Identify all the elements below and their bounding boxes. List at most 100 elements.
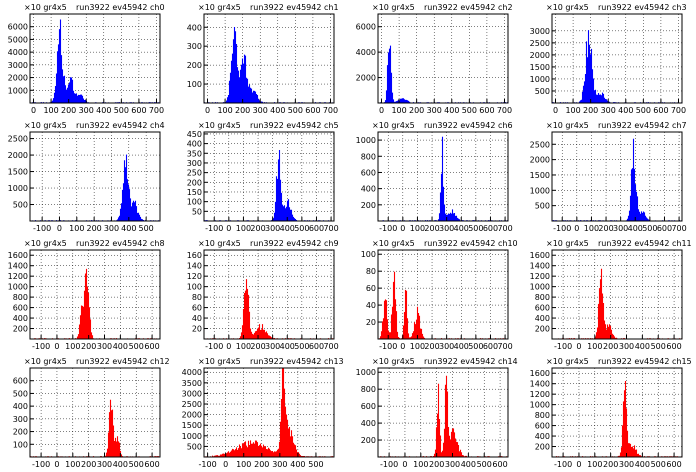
panel-prefix: ×10 gr4x5 bbox=[198, 239, 241, 248]
x-tick-label: 700 bbox=[497, 342, 512, 351]
y-tick-label: 400 bbox=[361, 185, 376, 194]
y-tick-label: 4000 bbox=[182, 368, 202, 377]
y-tick-label: 250 bbox=[187, 169, 202, 178]
x-tick-label: 0 bbox=[553, 106, 558, 115]
x-tick-label: 700 bbox=[671, 106, 686, 115]
panel-title: run3922 ev45942 ch15 bbox=[598, 357, 692, 366]
x-tick-label: -100 bbox=[32, 342, 50, 351]
plot-frame bbox=[551, 367, 683, 458]
y-tick-label: 600 bbox=[361, 168, 376, 177]
x-tick-label: 100 bbox=[236, 342, 251, 351]
panel-title: run3922 ev45942 ch6 bbox=[424, 121, 513, 130]
x-tick-label: 600 bbox=[492, 460, 507, 469]
x-tick-label: 400 bbox=[618, 106, 633, 115]
x-tick-label: 100 bbox=[391, 106, 406, 115]
x-tick-label: 600 bbox=[144, 342, 159, 351]
x-tick-label: 300 bbox=[427, 106, 442, 115]
x-tick-label: 200 bbox=[424, 224, 439, 233]
y-tick-label: 4000 bbox=[356, 48, 376, 57]
x-tick-label: 200 bbox=[254, 460, 269, 469]
x-tick-label: 500 bbox=[651, 460, 666, 469]
y-tick-label: 200 bbox=[361, 436, 376, 445]
panel-title: run3922 ev45942 ch1 bbox=[250, 3, 339, 12]
panel-ch4: -100 0 100 200 300 400 5005001000150020002500×… bbox=[8, 121, 165, 233]
plot-frame bbox=[377, 249, 509, 340]
x-tick-label: 400 bbox=[628, 224, 643, 233]
x-tick-label: 300 bbox=[445, 460, 460, 469]
x-tick-label: 0 bbox=[576, 460, 581, 469]
y-tick-label: 1000 bbox=[530, 75, 550, 84]
signal-bars bbox=[29, 399, 161, 457]
x-tick-label: 200 bbox=[86, 224, 101, 233]
signal-bars bbox=[377, 45, 509, 103]
y-tick-label: 600 bbox=[535, 304, 550, 313]
x-tick-label: 200 bbox=[429, 460, 444, 469]
x-tick-label: 500 bbox=[468, 224, 483, 233]
y-tick-label: 1000 bbox=[356, 136, 376, 145]
y-tick-label: 5000 bbox=[8, 35, 28, 44]
x-tick-label: 600 bbox=[309, 224, 324, 233]
y-tick-label: 800 bbox=[13, 293, 28, 302]
y-tick-label: 2500 bbox=[530, 39, 550, 48]
panel-prefix: ×10 gr4x5 bbox=[372, 357, 415, 366]
x-tick-label: 100 bbox=[587, 342, 602, 351]
x-tick-label: 600 bbox=[479, 106, 494, 115]
x-tick-label: 100 bbox=[565, 106, 580, 115]
panel-ch10: -100 0 100 200 300 400 500 600 70020406080100×10… bbox=[361, 239, 518, 351]
x-tick-label: 500 bbox=[651, 342, 666, 351]
x-tick-label: 700 bbox=[323, 224, 338, 233]
x-tick-label: 600 bbox=[666, 460, 681, 469]
y-tick-label: 1500 bbox=[182, 421, 202, 430]
x-tick-label: 400 bbox=[96, 106, 111, 115]
y-tick-label: 60 bbox=[192, 304, 202, 313]
panel-prefix: ×10 gr4x5 bbox=[24, 3, 67, 12]
panel-ch12: -100 0 100 200 300 400 500 60010020030040050060… bbox=[13, 357, 170, 469]
x-tick-label: 300 bbox=[619, 460, 634, 469]
y-tick-label: 100 bbox=[187, 198, 202, 207]
panel-title: run3922 ev45942 ch2 bbox=[424, 3, 513, 12]
y-tick-label: 2000 bbox=[8, 74, 28, 83]
x-tick-label: 200 bbox=[603, 460, 618, 469]
signal-bars bbox=[377, 271, 509, 339]
signal-bars bbox=[551, 268, 683, 339]
x-tick-label: 200 bbox=[235, 106, 250, 115]
y-tick-label: 100 bbox=[187, 80, 202, 89]
x-tick-label: 100 bbox=[65, 342, 80, 351]
y-tick-label: 100 bbox=[187, 283, 202, 292]
y-tick-label: 150 bbox=[187, 188, 202, 197]
y-tick-label: 300 bbox=[187, 159, 202, 168]
x-tick-label: 500 bbox=[114, 106, 129, 115]
x-tick-label: 400 bbox=[113, 460, 128, 469]
x-tick-label: 400 bbox=[454, 342, 469, 351]
y-tick-label: 300 bbox=[187, 42, 202, 51]
x-tick-label: 500 bbox=[642, 224, 657, 233]
y-tick-label: 1600 bbox=[530, 369, 550, 378]
y-tick-label: 1600 bbox=[530, 251, 550, 260]
y-tick-label: 200 bbox=[361, 201, 376, 210]
signal-bars bbox=[377, 375, 509, 457]
x-tick-label: 600 bbox=[483, 224, 498, 233]
x-tick-label: -100 bbox=[205, 224, 223, 233]
signal-bars bbox=[203, 279, 335, 339]
panel-title: run3922 ev45942 ch0 bbox=[76, 3, 165, 12]
panel-title: run3922 ev45942 ch8 bbox=[76, 239, 165, 248]
x-tick-label: 0 bbox=[574, 224, 579, 233]
plot-frame bbox=[29, 13, 161, 104]
panel-ch5: -100 0 100 200 300 400 500 600 70050100150200250… bbox=[187, 121, 339, 233]
panel-ch7: -100 0 100 200 300 400 500 600 70050010001500200… bbox=[530, 121, 687, 233]
y-tick-label: 1200 bbox=[8, 272, 28, 281]
x-tick-label: 400 bbox=[635, 342, 650, 351]
y-tick-label: 2000 bbox=[530, 156, 550, 165]
plot-frame bbox=[551, 249, 683, 340]
panel-prefix: ×10 gr4x5 bbox=[546, 121, 589, 130]
x-tick-label: 100 bbox=[410, 224, 425, 233]
x-tick-label: -100 bbox=[32, 460, 50, 469]
plot-frame bbox=[377, 367, 509, 458]
panel-ch2: 0 100 200 300 400 500 600 700 2000 4000 6000 ×10 gr… bbox=[356, 3, 513, 115]
y-tick-label: 400 bbox=[13, 402, 28, 411]
plot-frame bbox=[377, 13, 509, 104]
y-tick-label: 400 bbox=[187, 140, 202, 149]
y-tick-label: 350 bbox=[187, 149, 202, 158]
panel-title: run3922 ev45942 ch9 bbox=[250, 239, 339, 248]
y-tick-label: 500 bbox=[13, 201, 28, 210]
